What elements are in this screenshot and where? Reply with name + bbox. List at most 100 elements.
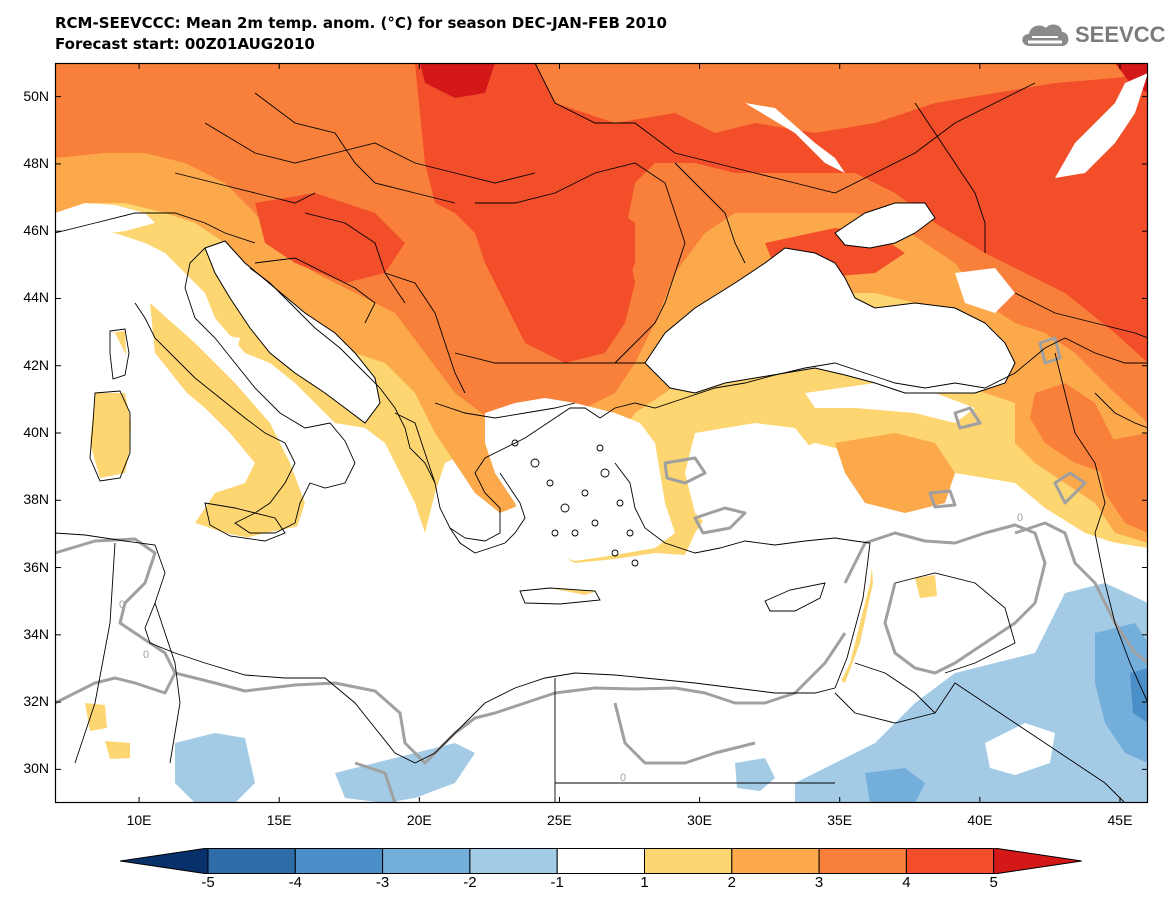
coast-crete [519, 587, 601, 605]
anomaly-small-yellow-2 [105, 741, 130, 759]
lat-label: 42N [23, 356, 49, 373]
border-serbia [384, 272, 466, 394]
seevccc-logo: SEEVCCC [1018, 20, 1165, 50]
border-croatia [254, 257, 376, 324]
border-central-eu3 [304, 212, 406, 304]
mediterranean-east [55, 533, 875, 728]
coast-levant [834, 542, 871, 689]
anomaly-eastturkey-3-4 [1095, 433, 1148, 533]
lat-label: 38N [23, 491, 49, 508]
lat-label: 36N [23, 558, 49, 575]
border-romania [475, 162, 686, 364]
colorbar-label: -5 [201, 874, 215, 891]
border-algeria [74, 542, 116, 764]
border-alps [55, 212, 256, 244]
forecast-start: Forecast start: 00Z01AUG2010 [55, 35, 315, 53]
lon-label: 15E [266, 812, 292, 828]
border-saudi [834, 682, 1126, 803]
border-ukraine [534, 63, 1036, 194]
coast-sardinia [89, 390, 131, 482]
colorbar-label: 5 [989, 874, 998, 891]
zero-contour-iraq [1014, 521, 1148, 665]
border-ukraine-russia [914, 102, 986, 253]
anomaly-romania-4-5 [515, 193, 635, 353]
zero-contour-egypt [613, 702, 756, 765]
colorbar-arrow-high [993, 848, 1082, 874]
map-frame: 0 0 0 0 [54, 62, 1149, 804]
border-jordan [854, 662, 936, 714]
border-iraq-iran [1094, 532, 1148, 704]
zero-contour-caucasus1 [1038, 336, 1062, 365]
anomaly-white-italy [210, 333, 240, 358]
borders [55, 63, 1148, 803]
anomaly-white-anatolia [685, 423, 815, 533]
anomaly-minus-3-4-arabia [1130, 668, 1148, 723]
lon-label: 45E [1107, 812, 1133, 828]
lat-label: 44N [23, 289, 49, 306]
coast-corsica [109, 328, 130, 380]
lon-label: 25E [546, 812, 572, 828]
lat-label: 32N [23, 693, 49, 710]
temperature-anomaly-map: 0 0 0 0 [54, 62, 1149, 804]
colorbar-box [905, 848, 995, 874]
coast-sicily [204, 502, 286, 542]
anomaly-hungary-4-5 [255, 193, 405, 283]
colorbar-box [469, 848, 558, 874]
lat-label: 48N [23, 154, 49, 171]
border-moldova [674, 162, 746, 264]
anomaly-georgia-3-4 [1030, 383, 1115, 473]
lat-label: 30N [23, 760, 49, 777]
colorbar-box [644, 848, 733, 874]
border-syria-iraq [894, 572, 1016, 674]
zero-contour-anatolia4 [928, 489, 957, 509]
zero-label-4: 0 [1017, 512, 1023, 524]
anomaly-white-italy2 [255, 373, 315, 413]
coast-greece [449, 472, 526, 554]
colorbar-label: -4 [288, 874, 302, 891]
aegean-islands [511, 439, 639, 567]
colorbar-label: 2 [727, 874, 736, 891]
logo-text: SEEVCCC [1075, 22, 1165, 47]
anomaly-white-arabia [985, 723, 1055, 775]
zero-contour-anatolia1 [663, 456, 707, 485]
zero-contour-anatolia3 [953, 406, 982, 430]
anomaly-minus-1-2-libya [335, 743, 475, 803]
lon-label: 10E [126, 812, 152, 828]
lon-label: 40E [967, 812, 993, 828]
coast-turkey-south [614, 462, 871, 554]
adriatic-sea [204, 240, 381, 424]
colorbar-label: 1 [640, 874, 649, 891]
lon-label: 20E [406, 812, 432, 828]
colorbar-box [556, 848, 646, 874]
anomaly-minus-2-3-arabia [1095, 623, 1148, 763]
colorbar-label: 4 [902, 874, 911, 891]
zero-contour-anatolia2 [693, 506, 747, 535]
zero-contour-arabia [843, 523, 1047, 675]
anomaly-anatolia-2-3 [835, 433, 955, 513]
lat-label: 50N [23, 87, 49, 104]
anomaly-minus-2-3-arabia2 [865, 768, 925, 803]
anomaly-white-caucasus [955, 268, 1015, 313]
border-libya-tunisia [154, 602, 181, 764]
border-albania [394, 412, 436, 484]
zero-contour-north-africa [55, 537, 177, 705]
cloud-logo-icon [1022, 24, 1069, 46]
anomaly-minus-1-2-arabia [795, 583, 1148, 803]
anomaly-italy [150, 303, 305, 541]
coast-italy [134, 247, 356, 534]
zero-contours [55, 336, 1148, 803]
colorbar-arrow-low [120, 848, 209, 874]
zero-label-1: 0 [119, 599, 125, 611]
lat-label: 34N [23, 625, 49, 642]
coast-cyprus [764, 582, 826, 612]
colorbar-box [731, 848, 820, 874]
zero-label-2: 0 [143, 649, 149, 661]
coast-turkey [599, 337, 1148, 419]
border-caucasus [1014, 292, 1148, 339]
zero-contour-egypt2 [354, 761, 397, 803]
mediterranean-west [55, 333, 425, 545]
anomaly-white-alps [55, 203, 155, 239]
anomaly-small-yellow-3 [915, 575, 937, 598]
coast-balkans [249, 267, 601, 542]
coast-north-africa [55, 532, 836, 764]
